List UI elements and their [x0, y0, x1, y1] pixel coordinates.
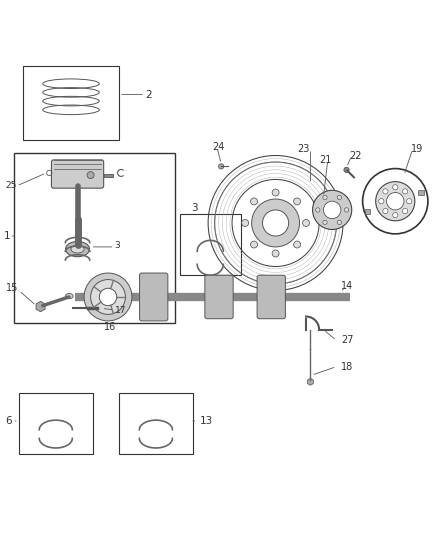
Text: 3: 3 [191, 203, 198, 213]
Circle shape [303, 220, 310, 227]
Circle shape [262, 210, 289, 236]
Bar [180, 214, 241, 275]
Circle shape [84, 273, 132, 321]
FancyBboxPatch shape [140, 273, 168, 321]
Ellipse shape [71, 245, 84, 253]
FancyBboxPatch shape [257, 275, 286, 319]
Text: 3: 3 [115, 241, 120, 250]
Text: 1: 1 [4, 231, 10, 241]
Circle shape [252, 199, 300, 247]
Circle shape [387, 192, 404, 210]
Circle shape [293, 198, 300, 205]
Text: 18: 18 [341, 361, 353, 372]
Text: 27: 27 [341, 335, 353, 345]
Bar [14, 154, 176, 323]
Circle shape [403, 208, 408, 214]
Text: 16: 16 [104, 322, 116, 333]
Text: 23: 23 [297, 144, 310, 154]
Circle shape [376, 182, 415, 221]
FancyBboxPatch shape [205, 275, 233, 319]
Bar [119, 393, 193, 454]
Circle shape [99, 288, 117, 305]
Bar [418, 190, 424, 195]
Ellipse shape [65, 294, 73, 298]
Circle shape [344, 167, 349, 173]
Circle shape [383, 189, 388, 194]
Circle shape [242, 220, 249, 227]
Circle shape [272, 189, 279, 196]
Text: 22: 22 [350, 150, 362, 160]
Text: 2: 2 [145, 90, 152, 100]
Circle shape [91, 279, 125, 314]
Text: 21: 21 [319, 155, 332, 165]
Circle shape [323, 201, 341, 219]
Text: 24: 24 [212, 142, 225, 152]
Circle shape [219, 164, 224, 169]
Circle shape [251, 241, 258, 248]
Circle shape [337, 195, 342, 200]
Circle shape [337, 220, 342, 224]
Text: 19: 19 [410, 144, 423, 154]
Circle shape [313, 190, 352, 230]
Circle shape [403, 189, 408, 194]
Text: 13: 13 [199, 416, 213, 426]
Circle shape [251, 198, 258, 205]
Text: 15: 15 [6, 283, 18, 293]
Text: 14: 14 [341, 281, 353, 291]
Bar [365, 209, 371, 214]
Text: 6: 6 [6, 416, 12, 426]
Bar [23, 66, 119, 140]
Circle shape [87, 172, 94, 179]
Bar [104, 174, 113, 177]
Bar [19, 393, 93, 454]
Text: 25: 25 [6, 181, 17, 190]
Text: 17: 17 [115, 305, 126, 314]
Circle shape [323, 220, 327, 224]
Circle shape [392, 184, 398, 190]
Circle shape [316, 208, 320, 212]
Ellipse shape [66, 241, 89, 257]
Circle shape [383, 208, 388, 214]
Circle shape [363, 168, 428, 234]
Circle shape [406, 199, 412, 204]
FancyBboxPatch shape [51, 160, 104, 188]
Circle shape [379, 199, 384, 204]
Circle shape [392, 213, 398, 218]
Circle shape [293, 241, 300, 248]
Circle shape [272, 250, 279, 257]
Circle shape [323, 195, 327, 200]
Circle shape [344, 208, 349, 212]
